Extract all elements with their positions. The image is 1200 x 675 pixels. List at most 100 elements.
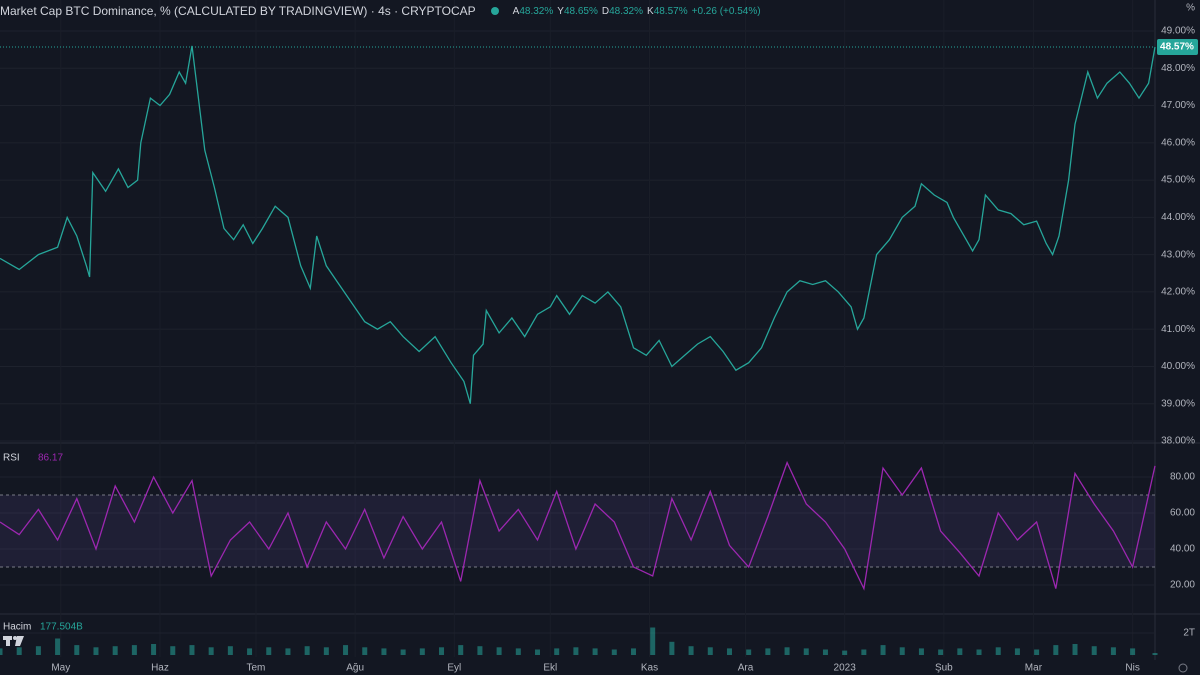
- volume-bar: [611, 649, 617, 655]
- y-tick-label: 40.00: [1170, 544, 1195, 555]
- y-tick-label: 44.00%: [1161, 212, 1195, 223]
- volume-value: 177.504B: [40, 622, 83, 633]
- x-tick-label: Ağu: [346, 663, 364, 674]
- high-value: 48.65%: [563, 5, 598, 17]
- volume-bar: [1034, 649, 1040, 655]
- volume-bar: [151, 644, 157, 655]
- last-price-badge: [1157, 39, 1198, 56]
- volume-bar: [323, 647, 329, 655]
- y-tick-label: 43.00%: [1161, 249, 1195, 260]
- volume-bar: [0, 648, 3, 655]
- volume-bar: [515, 648, 521, 655]
- symbol-title: Market Cap BTC Dominance, % (CALCULATED …: [0, 4, 476, 18]
- volume-bar: [957, 648, 963, 655]
- volume-title: Hacim: [3, 622, 31, 633]
- volume-bar: [362, 647, 368, 655]
- tv-logo: [3, 636, 24, 646]
- volume-bar: [458, 645, 464, 655]
- volume-bar: [304, 646, 310, 655]
- tv-logo-part: [15, 636, 24, 646]
- x-tick-label: Tem: [247, 663, 266, 674]
- volume-bar: [131, 645, 137, 655]
- volume-bar: [573, 647, 579, 655]
- close-value: 48.57%: [653, 5, 688, 17]
- data-line: [0, 45, 1156, 404]
- y-tick-label: 39.00%: [1161, 398, 1195, 409]
- last-price-label: 48.57%: [1160, 42, 1194, 53]
- volume-bar: [899, 647, 905, 655]
- volume-bar: [918, 648, 924, 655]
- volume-bar: [535, 649, 541, 655]
- volume-bar: [842, 650, 848, 655]
- x-tick-label: Eyl: [447, 663, 461, 674]
- tv-logo-part: [13, 636, 17, 640]
- change-value: +0.26 (+0.54%): [691, 5, 761, 17]
- volume-bar: [1053, 645, 1059, 655]
- x-tick-label: Ara: [738, 663, 754, 674]
- volume-bar: [1091, 646, 1097, 655]
- volume-bar: [477, 646, 483, 655]
- y-tick-label: 41.00%: [1161, 324, 1195, 335]
- y-tick-label: 38.00%: [1161, 436, 1195, 447]
- volume-bar: [995, 647, 1001, 655]
- rsi-value: 86.17: [38, 453, 63, 464]
- volume-bar: [189, 645, 195, 655]
- x-tick-label: Mar: [1025, 663, 1043, 674]
- volume-bar: [784, 647, 790, 655]
- open-label: A: [512, 5, 520, 17]
- x-tick-label: Nis: [1125, 663, 1139, 674]
- volume-bar: [650, 627, 656, 655]
- volume-bar: [880, 645, 886, 655]
- volume-bar: [669, 641, 675, 655]
- high-label: Y: [557, 5, 564, 17]
- y-tick-label: 45.00%: [1161, 175, 1195, 186]
- tv-logo-part: [6, 636, 10, 646]
- y-tick-label: 60.00: [1170, 508, 1195, 519]
- volume-bar: [630, 648, 636, 655]
- volume-bar: [1130, 648, 1136, 655]
- volume-bar: [1110, 647, 1116, 655]
- volume-bar: [381, 648, 387, 655]
- close-label: K: [647, 5, 654, 17]
- volume-bar: [400, 649, 406, 655]
- volume-bar: [439, 647, 445, 655]
- y-tick-label: 20.00: [1170, 580, 1195, 591]
- volume-bar: [688, 646, 694, 655]
- y-tick-label: 40.00%: [1161, 361, 1195, 372]
- volume-bar: [16, 647, 22, 655]
- settings-icon: [1178, 663, 1188, 673]
- volume-bar: [55, 638, 61, 655]
- x-tick-label: Haz: [151, 663, 169, 674]
- y-tick-label: 47.00%: [1161, 100, 1195, 111]
- y-tick-label: 42.00%: [1161, 287, 1195, 298]
- x-tick-label: Kas: [641, 663, 658, 674]
- volume-bar: [746, 649, 752, 655]
- volume-bar: [208, 647, 214, 655]
- status-dot: [490, 7, 499, 15]
- volume-bar: [419, 648, 425, 655]
- volume-bar: [93, 647, 99, 655]
- volume-bar: [285, 648, 291, 655]
- volume-bar: [822, 649, 828, 655]
- volume-bar: [266, 647, 272, 655]
- x-tick-label: May: [51, 663, 70, 674]
- volume-bar: [765, 648, 771, 655]
- y-tick-label: 48.00%: [1161, 63, 1195, 74]
- volume-bar: [861, 649, 867, 655]
- volume-bar: [247, 648, 253, 655]
- volume-bar: [938, 649, 944, 655]
- rsi-title: RSI: [3, 453, 20, 464]
- unit-label: %: [1186, 3, 1195, 14]
- open-value: 48.32%: [519, 5, 554, 17]
- volume-bar: [1072, 644, 1078, 655]
- y-tick-label: 46.00%: [1161, 137, 1195, 148]
- volume-bar: [707, 647, 713, 655]
- x-tick-label: Ekl: [543, 663, 557, 674]
- volume-bar: [227, 646, 233, 655]
- volume-bar: [1014, 648, 1020, 655]
- rsi-band-fill: [0, 495, 1155, 568]
- y-tick-label: 80.00: [1170, 472, 1195, 483]
- volume-bar: [592, 648, 598, 655]
